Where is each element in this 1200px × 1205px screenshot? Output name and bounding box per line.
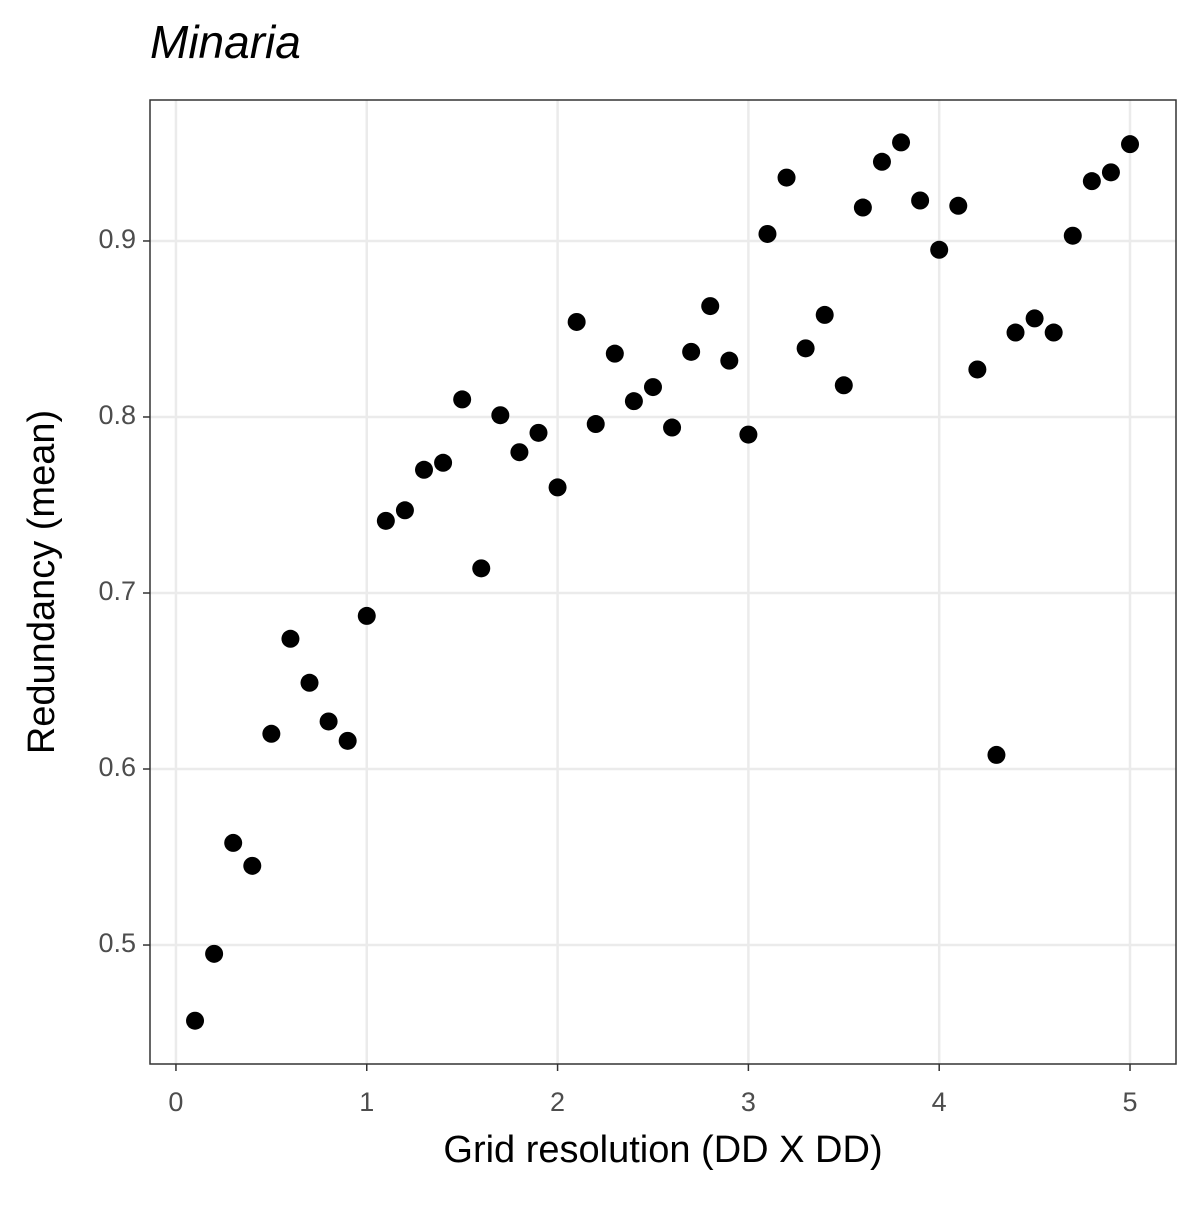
x-tick-label: 1 [359, 1087, 374, 1117]
point [892, 133, 911, 152]
point [586, 415, 605, 434]
point [624, 392, 643, 411]
y-tick-label: 0.9 [98, 224, 136, 254]
point [376, 511, 395, 530]
point [720, 351, 739, 370]
x-tick-label: 5 [1122, 1087, 1137, 1117]
y-axis-title: Redundancy (mean) [21, 410, 63, 754]
point [453, 390, 472, 409]
point [529, 423, 548, 442]
point [1006, 323, 1025, 342]
point [491, 406, 510, 425]
plot-border [149, 99, 1177, 1065]
point [701, 297, 720, 316]
point [1082, 172, 1101, 191]
point [968, 360, 987, 379]
point [853, 198, 872, 217]
y-tick-label: 0.8 [98, 400, 136, 430]
x-tick-label: 2 [550, 1087, 565, 1117]
point [281, 629, 300, 648]
point [911, 191, 930, 210]
point [1044, 323, 1063, 342]
point [186, 1011, 205, 1030]
x-tick-label: 3 [741, 1087, 756, 1117]
point [682, 342, 701, 361]
point [300, 673, 319, 692]
point [739, 425, 758, 444]
point [510, 443, 529, 462]
chart-title: Minaria [150, 16, 301, 68]
point [987, 745, 1006, 764]
x-tick-label: 4 [932, 1087, 947, 1117]
point [548, 478, 567, 497]
point [434, 453, 453, 472]
point [243, 856, 262, 875]
point [1101, 163, 1120, 182]
point [663, 418, 682, 437]
y-tick-label: 0.5 [98, 928, 136, 958]
point [338, 731, 357, 750]
y-tick-label: 0.7 [98, 576, 136, 606]
point [567, 312, 586, 331]
point [930, 240, 949, 259]
point [224, 833, 243, 852]
point [395, 501, 414, 520]
point [1025, 309, 1044, 328]
point [834, 376, 853, 395]
point [205, 944, 224, 963]
point [796, 339, 815, 358]
point [1121, 135, 1140, 154]
point [949, 196, 968, 215]
point [262, 724, 281, 743]
point [1063, 226, 1082, 245]
point [815, 305, 834, 324]
point [777, 168, 796, 187]
point [415, 460, 434, 479]
point [472, 559, 491, 578]
point [643, 378, 662, 397]
x-axis-title: Grid resolution (DD X DD) [443, 1129, 882, 1171]
point [758, 224, 777, 243]
point [872, 152, 891, 171]
x-tick-label: 0 [168, 1087, 183, 1117]
point [357, 606, 376, 625]
point [319, 712, 338, 731]
y-tick-label: 0.6 [98, 752, 136, 782]
point [605, 344, 624, 363]
